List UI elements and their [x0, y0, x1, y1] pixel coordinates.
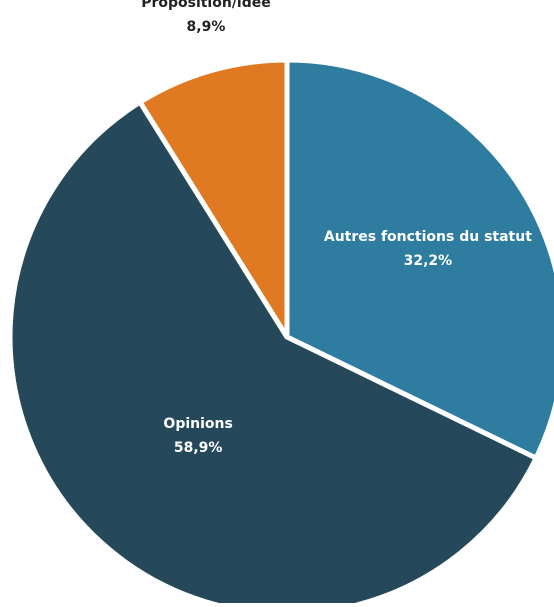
slice-label: Opinions: [163, 416, 232, 432]
slice-value-label: 58,9%: [174, 440, 223, 456]
slice-value-label: 8,9%: [187, 19, 226, 35]
slice-label: Proposition/idée: [141, 0, 271, 11]
pie-slice: [137, 57, 290, 340]
slice-label: Autres fonctions du statut: [324, 229, 532, 245]
pie-slice: [284, 57, 554, 461]
slice-value-label: 32,2%: [404, 253, 453, 269]
pie-slice: [7, 99, 539, 607]
